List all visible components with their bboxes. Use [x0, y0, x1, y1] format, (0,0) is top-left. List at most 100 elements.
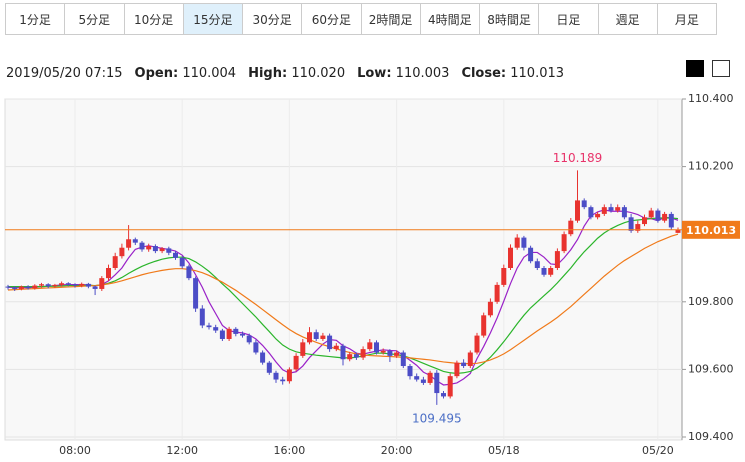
candle-body: [226, 328, 232, 339]
tab[interactable]: 4時間足: [421, 4, 480, 34]
candle-body: [92, 286, 98, 289]
candle-body: [662, 213, 668, 221]
tab[interactable]: 8時間足: [480, 4, 540, 34]
candle-body: [166, 248, 172, 253]
candle-body: [233, 328, 239, 334]
candle-body: [45, 284, 51, 287]
candle-body: [394, 352, 400, 356]
x-tick-label: 05/18: [488, 444, 520, 457]
tab[interactable]: 15分足: [183, 4, 243, 34]
candle-body: [186, 266, 192, 279]
candle-body: [575, 200, 580, 221]
y-tick-label: 109.800: [688, 295, 734, 308]
candle-body: [588, 207, 594, 218]
candle-body: [454, 362, 460, 377]
candle-body: [608, 207, 614, 211]
candle-body: [72, 284, 78, 286]
field-label: High:: [248, 66, 288, 81]
field-label: Low:: [357, 66, 392, 81]
candle-body: [581, 200, 587, 208]
field-value: 110.020: [291, 66, 346, 81]
tab[interactable]: 5分足: [65, 4, 125, 34]
tab[interactable]: 60分足: [302, 4, 362, 34]
candle-body: [474, 335, 480, 353]
candle-body: [327, 335, 333, 350]
candle-body: [146, 246, 152, 250]
candle-body: [213, 327, 219, 331]
candle-body: [59, 283, 65, 285]
candle-body: [367, 342, 373, 350]
candle-body: [219, 330, 225, 339]
candle-body: [333, 345, 339, 350]
candle-body: [193, 278, 199, 309]
light-theme-button[interactable]: [712, 60, 730, 77]
candle-body: [387, 350, 393, 356]
candle-body: [106, 268, 111, 279]
candle-body: [280, 379, 286, 382]
candle-body: [541, 268, 547, 275]
candle-body: [534, 261, 540, 268]
candle-body: [99, 278, 105, 289]
candle-body: [501, 268, 507, 285]
candle-body: [139, 242, 145, 250]
candle-body: [528, 247, 534, 262]
candle-body: [52, 284, 58, 287]
candle-body: [12, 287, 18, 289]
candle-body: [407, 366, 413, 377]
timeframe-tabs: 1分足 5分足 10分足 15分足 30分足 60分足 2時間足 4時間足 8時間足 日足 週足 月足: [5, 3, 717, 35]
candle-body: [568, 220, 574, 235]
candle-body: [300, 342, 306, 356]
x-tick-label: 05/20: [642, 444, 674, 457]
candle-body: [293, 355, 299, 370]
candle-body: [313, 332, 319, 339]
candle-body: [199, 308, 205, 326]
dark-theme-button[interactable]: [686, 60, 704, 77]
candle-body: [642, 217, 647, 225]
candle-body: [414, 376, 420, 380]
candle-body: [595, 213, 601, 218]
candle-body: [400, 352, 406, 367]
candle-body: [353, 354, 359, 358]
candle-body: [126, 239, 132, 248]
tab[interactable]: 2時間足: [362, 4, 421, 34]
tab[interactable]: 30分足: [243, 4, 303, 34]
tab[interactable]: 1分足: [6, 4, 66, 34]
candle-body: [253, 342, 259, 353]
candle-body: [307, 332, 312, 343]
candle-body: [648, 210, 654, 218]
y-tick-label: 109.600: [688, 362, 734, 375]
x-tick-label: 12:00: [166, 444, 198, 457]
candle-body: [119, 247, 125, 257]
candle-body: [554, 251, 560, 268]
candle-body: [260, 352, 266, 363]
tab[interactable]: 10分足: [125, 4, 184, 34]
candle-body: [601, 207, 607, 214]
candle-body: [508, 247, 513, 268]
candle-body: [628, 217, 634, 231]
tab[interactable]: 週足: [599, 4, 658, 34]
y-tick-label: 109.400: [688, 430, 734, 443]
candle-body: [39, 284, 44, 286]
candle-body: [615, 207, 621, 211]
candle-body: [675, 229, 681, 233]
candle-body: [521, 237, 527, 248]
date: 2019/05/20 07:15: [6, 66, 123, 81]
tab[interactable]: 日足: [539, 4, 599, 34]
last-price-box: [682, 220, 740, 239]
field-value: 110.013: [510, 66, 565, 81]
candle-body: [112, 256, 118, 268]
field-label: Close:: [461, 66, 507, 81]
candle-body: [434, 372, 440, 394]
candle-body: [240, 333, 245, 336]
tab[interactable]: 月足: [674, 12, 699, 27]
high-annotation: 110.189: [553, 151, 603, 165]
candle-body: [25, 286, 31, 289]
candle-body: [79, 283, 85, 286]
y-tick-label: 110.200: [688, 160, 734, 173]
candle-body: [132, 239, 138, 243]
candle-body: [494, 284, 500, 302]
candle-body: [668, 213, 674, 228]
low-annotation: 109.495: [412, 411, 462, 425]
